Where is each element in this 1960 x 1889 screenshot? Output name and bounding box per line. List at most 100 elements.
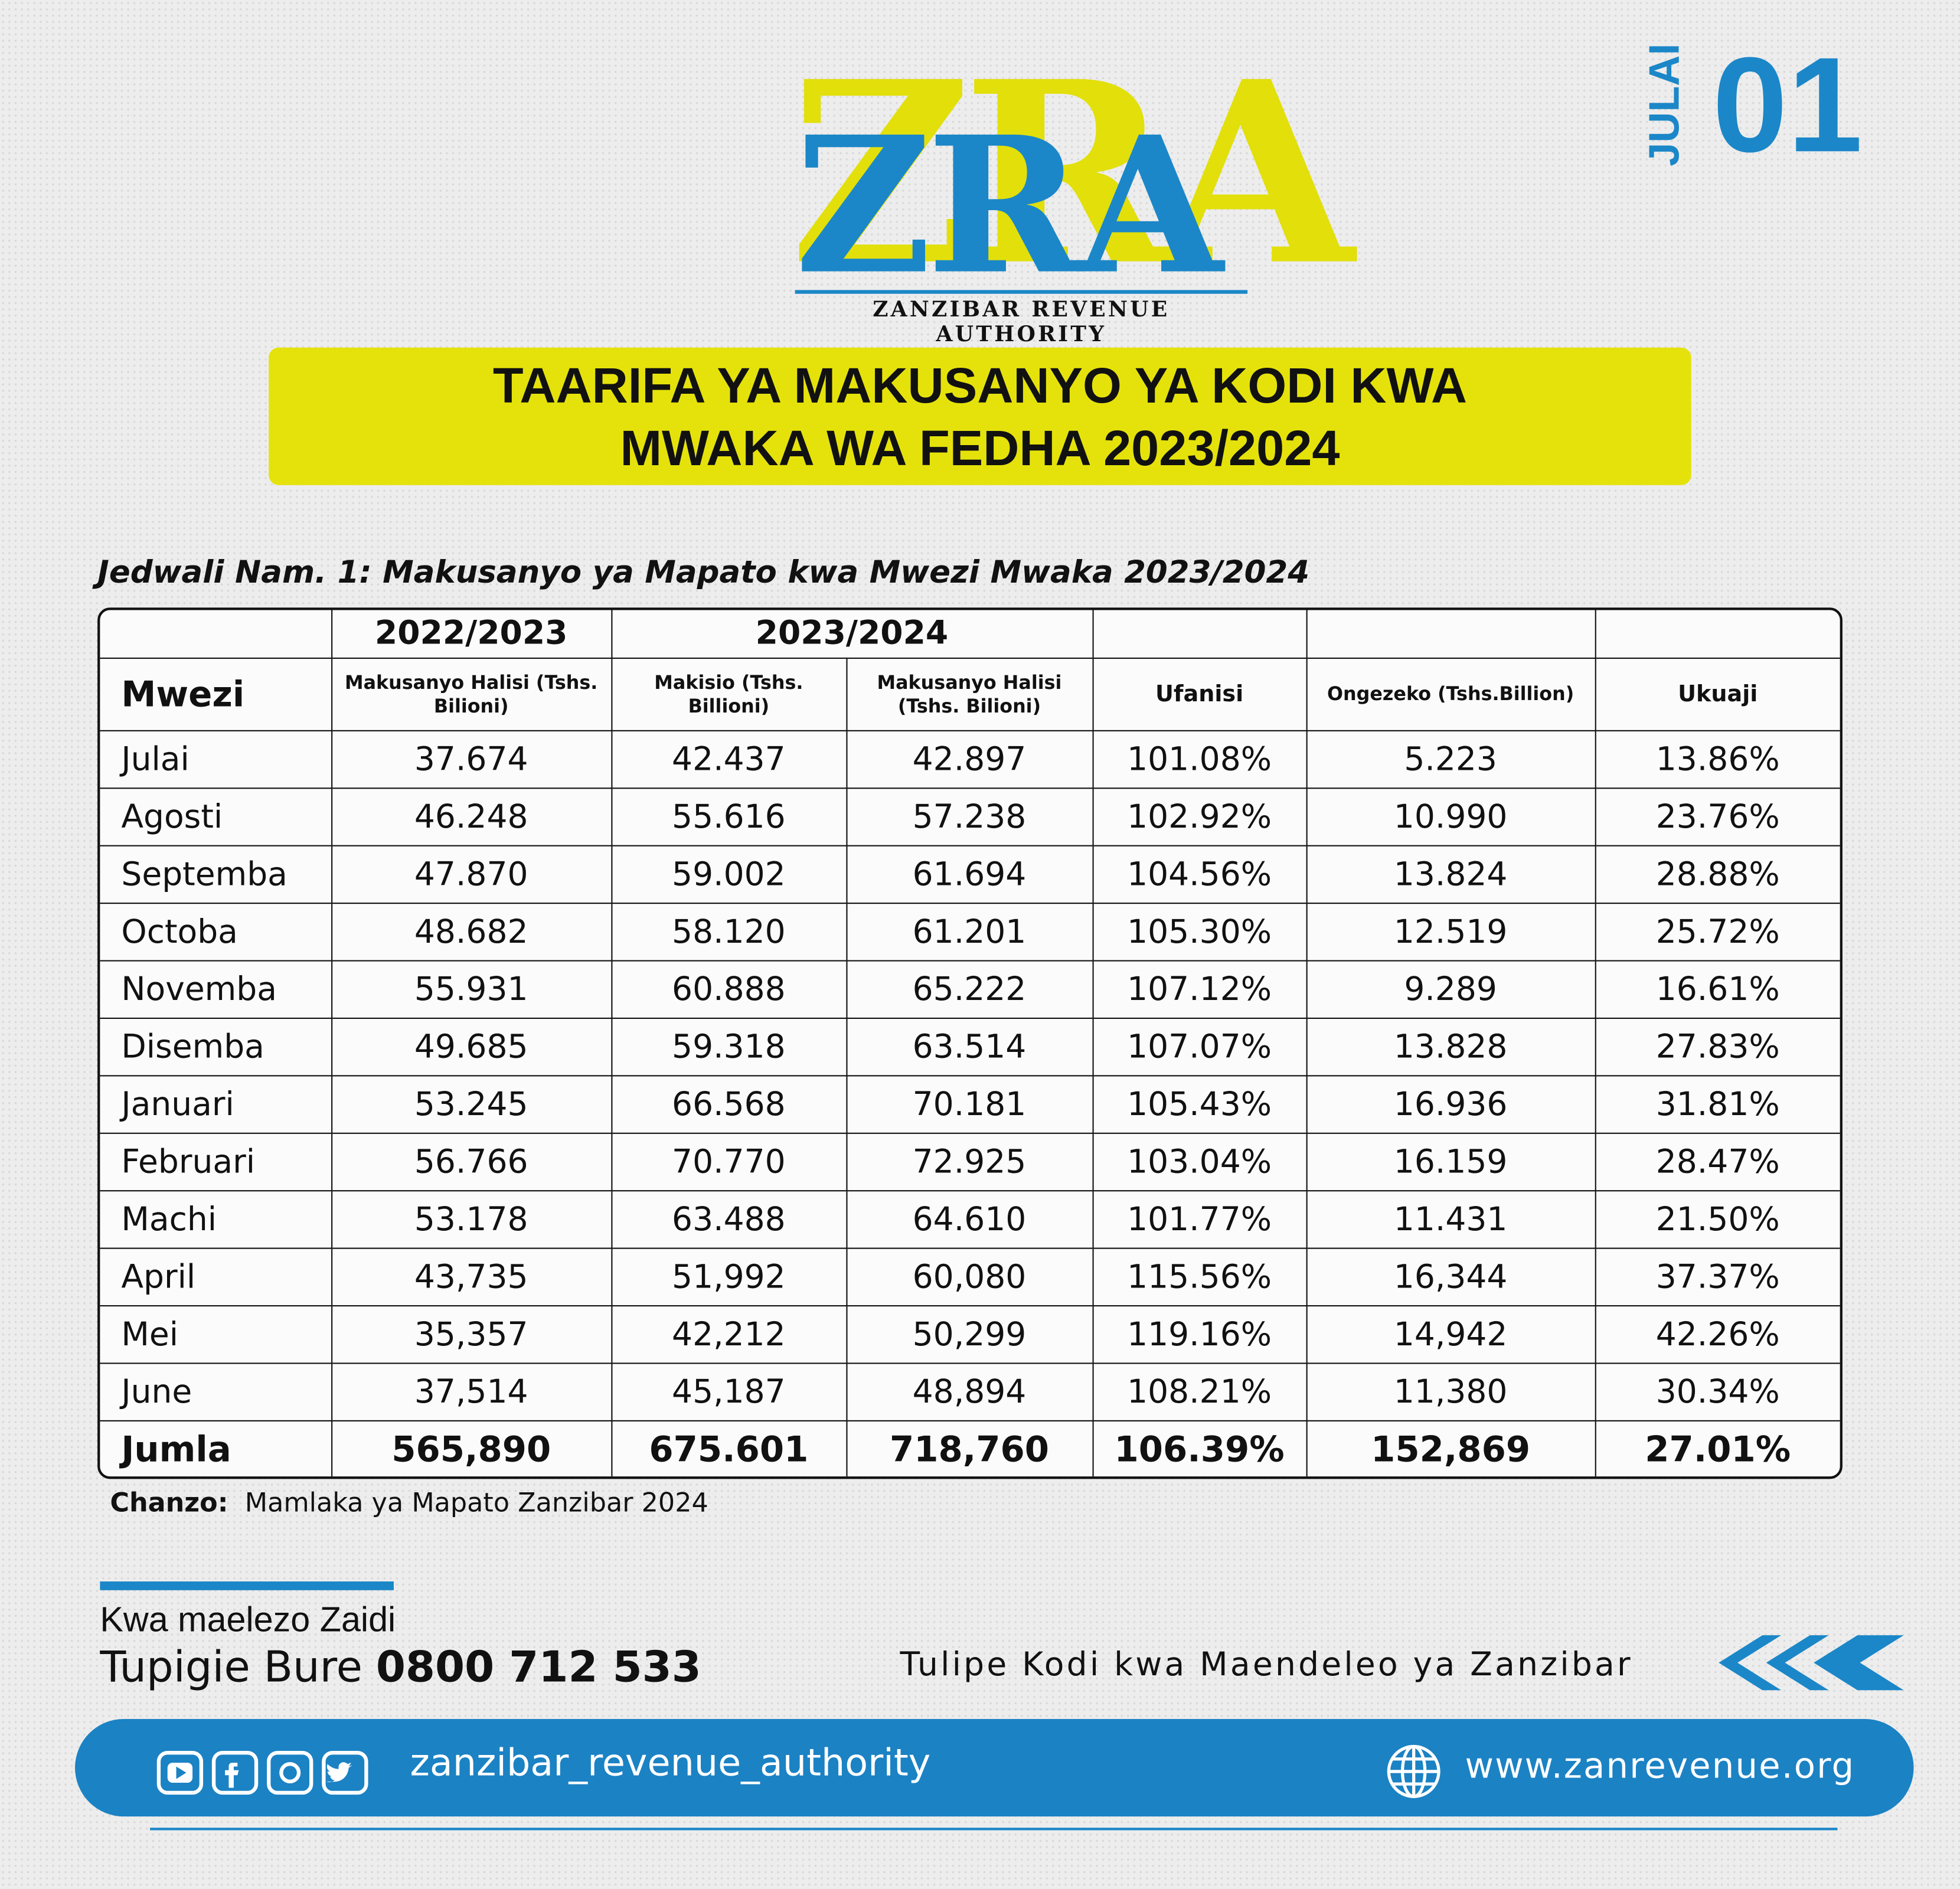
value-cell: 63.514 [845, 1017, 1093, 1077]
value-cell: 10.990 [1305, 787, 1596, 847]
slogan: Tulipe Kodi kwa Maendeleo ya Zanzibar [900, 1646, 1633, 1684]
table-row: Octoba 48.682 58.120 61.201 105.30% 12.519 25.… [100, 903, 1840, 962]
social-handle[interactable]: zanzibar_revenue_authority [410, 1741, 931, 1786]
total-cell: 106.39% [1092, 1420, 1307, 1477]
value-cell: 48.682 [331, 903, 612, 962]
column-header: Makusanyo Halisi (Tshs. Bilioni) [845, 657, 1093, 731]
call-line: Tupigie Bure 0800 712 533 [100, 1643, 701, 1693]
total-cell: 565,890 [331, 1420, 612, 1477]
value-cell: 105.30% [1092, 903, 1307, 962]
value-cell: 30.34% [1594, 1362, 1840, 1421]
value-cell: 101.77% [1092, 1190, 1307, 1249]
value-cell: 16.61% [1594, 960, 1840, 1019]
value-cell: 105.43% [1092, 1075, 1307, 1134]
column-header: Ufanisi [1092, 657, 1307, 731]
value-cell: 16.936 [1305, 1075, 1596, 1134]
total-label: Jumla [100, 1420, 332, 1477]
value-cell: 56.766 [331, 1132, 612, 1192]
source-label: Chanzo: [110, 1488, 228, 1518]
value-cell: 37.674 [331, 730, 612, 789]
source: Chanzo: Mamlaka ya Mapato Zanzibar 2024 [110, 1488, 708, 1518]
footer-bar [75, 1718, 1914, 1817]
table-row: Septemba 47.870 59.002 61.694 104.56% 13.824 2… [100, 845, 1840, 904]
value-cell: 13.828 [1305, 1017, 1596, 1077]
total-cell: 152,869 [1305, 1420, 1596, 1477]
header-cell [1092, 610, 1307, 659]
value-cell: 61.201 [845, 903, 1093, 962]
table-row: Disemba 49.685 59.318 63.514 107.07% 13.828 27… [100, 1017, 1840, 1077]
value-cell: 31.81% [1594, 1075, 1840, 1134]
table-row: Machi 53.178 63.488 64.610 101.77% 11.431 21.5… [100, 1190, 1840, 1249]
title-box: TAARIFA YA MAKUSANYO YA KODI KWA MWAKA W… [269, 347, 1691, 485]
table-row: Mei 35,357 42,212 50,299 119.16% 14,942 42.26% [100, 1305, 1840, 1364]
month-cell: Octoba [100, 903, 332, 962]
value-cell: 59.002 [610, 845, 847, 904]
value-cell: 23.76% [1594, 787, 1840, 847]
value-cell: 16.159 [1305, 1132, 1596, 1192]
logo-name: ZANZIBAR REVENUE AUTHORITY [795, 290, 1248, 348]
header-row: 2022/2023 2023/2024 [100, 610, 1840, 659]
value-cell: 42.437 [610, 730, 847, 789]
value-cell: 43,735 [331, 1247, 612, 1307]
value-cell: 53.245 [331, 1075, 612, 1134]
month-cell: Agosti [100, 787, 332, 847]
value-cell: 21.50% [1594, 1190, 1840, 1249]
value-cell: 64.610 [845, 1190, 1093, 1249]
month-cell: Januari [100, 1075, 332, 1134]
month-cell: April [100, 1247, 332, 1307]
value-cell: 12.519 [1305, 903, 1596, 962]
more-info: Kwa maelezo Zaidi [100, 1600, 396, 1639]
month-cell: Novemba [100, 960, 332, 1019]
table-row: Agosti 46.248 55.616 57.238 102.92% 10.990 23.… [100, 787, 1840, 847]
header-cell [1594, 610, 1840, 659]
value-cell: 42.897 [845, 730, 1093, 789]
table-frame: 2022/2023 2023/2024 Mwezi Makusanyo Halisi … [97, 607, 1843, 1479]
value-cell: 107.12% [1092, 960, 1307, 1019]
value-cell: 102.92% [1092, 787, 1307, 847]
month-cell: Februari [100, 1132, 332, 1192]
month-cell: Disemba [100, 1017, 332, 1077]
value-cell: 60,080 [845, 1247, 1093, 1307]
value-cell: 60.888 [610, 960, 847, 1019]
total-cell: 675.601 [610, 1420, 847, 1477]
logo-letters: ZRA [790, 27, 1354, 322]
value-cell: 66.568 [610, 1075, 847, 1134]
value-cell: 108.21% [1092, 1362, 1307, 1421]
value-cell: 37.37% [1594, 1247, 1840, 1307]
table-row: June 37,514 45,187 48,894 108.21% 11,380 30.34… [100, 1362, 1840, 1421]
value-cell: 104.56% [1092, 845, 1307, 904]
accent-bar [100, 1581, 394, 1590]
value-cell: 59.318 [610, 1017, 847, 1077]
value-cell: 11.431 [1305, 1190, 1596, 1249]
value-cell: 35,357 [331, 1305, 612, 1364]
value-cell: 5.223 [1305, 730, 1596, 789]
total-row: Jumla 565,890 675.601 718,760 106.39% 152,869… [100, 1420, 1840, 1477]
website[interactable]: www.zanrevenue.org [1465, 1745, 1856, 1787]
phone: 0800 712 533 [375, 1642, 701, 1693]
social-icons [156, 1750, 368, 1795]
value-cell: 70.770 [610, 1132, 847, 1192]
month-cell: Mei [100, 1305, 332, 1364]
month-cell: June [100, 1362, 332, 1421]
total-cell: 718,760 [845, 1420, 1093, 1477]
title-line: MWAKA WA FEDHA 2023/2024 [620, 421, 1340, 476]
total-cell: 27.01% [1594, 1420, 1840, 1477]
value-cell: 46.248 [331, 787, 612, 847]
value-cell: 9.289 [1305, 960, 1596, 1019]
title-line: TAARIFA YA MAKUSANYO YA KODI KWA [492, 358, 1468, 414]
table-row: Januari 53.245 66.568 70.181 105.43% 16.936 31… [100, 1075, 1840, 1134]
badge-number: 01 [1712, 28, 1863, 180]
chevrons [1719, 1635, 1904, 1691]
value-cell: 42,212 [610, 1305, 847, 1364]
value-cell: 101.08% [1092, 730, 1307, 789]
group-header: 2023/2024 [610, 610, 1093, 659]
month-cell: Septemba [100, 845, 332, 904]
value-cell: 28.88% [1594, 845, 1840, 904]
table-caption: Jedwali Nam. 1: Makusanyo ya Mapato kwa … [97, 554, 1310, 590]
badge-month: JULAI [1641, 43, 1689, 166]
value-cell: 107.07% [1092, 1017, 1307, 1077]
value-cell: 55.931 [331, 960, 612, 1019]
value-cell: 57.238 [845, 787, 1093, 847]
